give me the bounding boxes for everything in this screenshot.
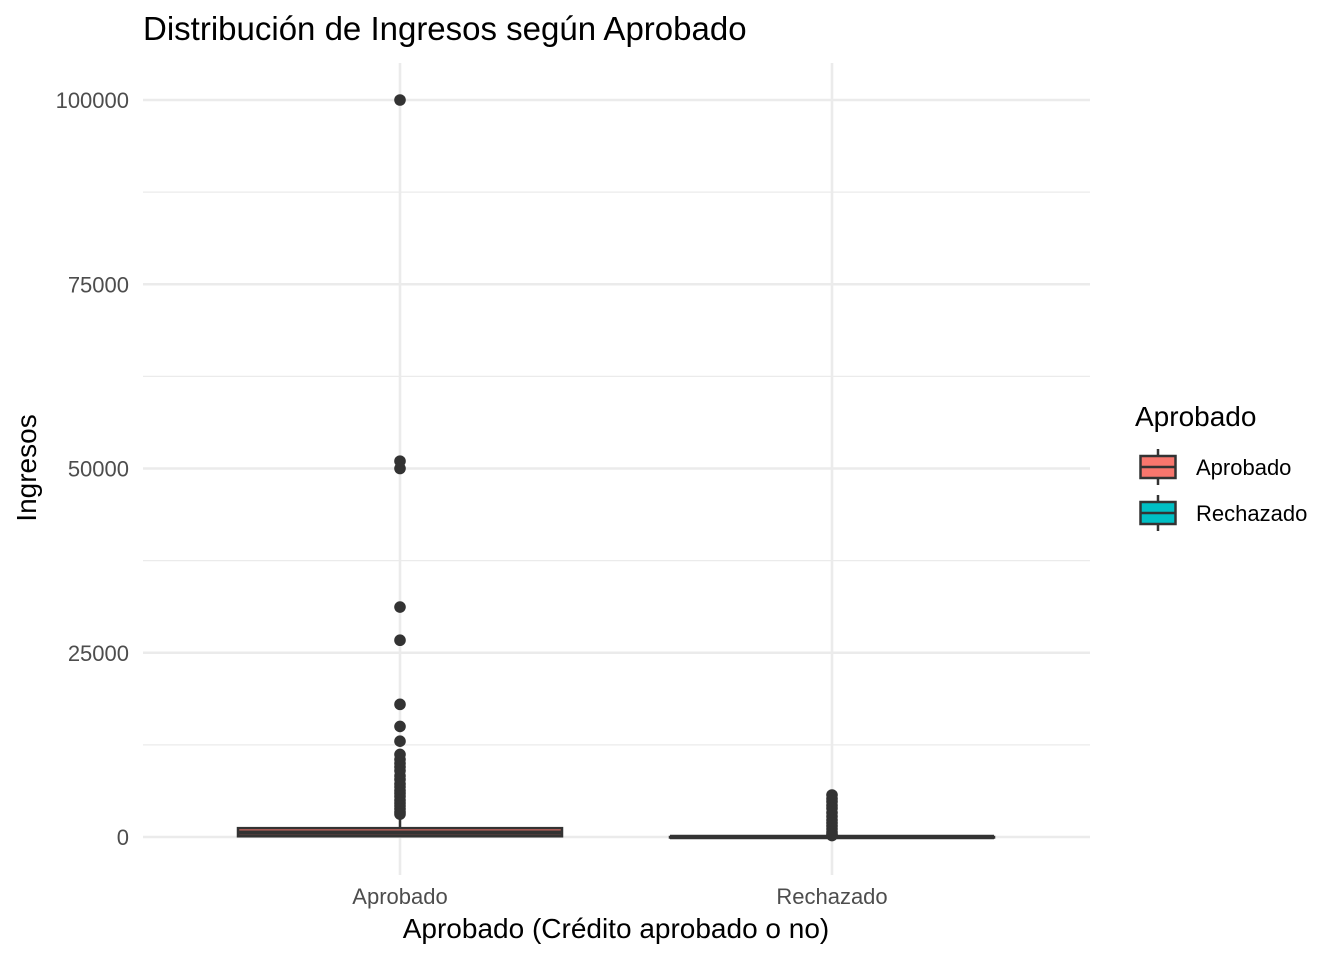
y-tick-label: 100000 <box>56 88 129 113</box>
legend-label: Rechazado <box>1196 501 1307 526</box>
y-axis-title: Ingresos <box>11 414 42 521</box>
y-tick-label: 50000 <box>68 457 129 482</box>
y-tick-label: 75000 <box>68 272 129 297</box>
outlier-point <box>394 634 406 647</box>
y-tick-label: 0 <box>117 825 129 850</box>
y-axis-ticks: 0 25000 50000 75000 100000 <box>56 88 129 850</box>
outlier-point <box>394 735 406 747</box>
outlier-point <box>394 462 406 475</box>
outlier-point <box>394 808 406 820</box>
outlier-point <box>826 829 838 842</box>
outlier-point <box>394 601 406 613</box>
x-tick-label: Aprobado <box>352 884 447 909</box>
boxes-layer <box>236 94 996 842</box>
legend-title: Aprobado <box>1135 401 1256 432</box>
x-axis-title: Aprobado (Crédito aprobado o no) <box>403 913 830 944</box>
y-tick-label: 25000 <box>68 641 129 666</box>
outlier-point <box>394 698 406 711</box>
outlier-point <box>394 94 406 106</box>
x-axis-ticks: Aprobado Rechazado <box>352 884 887 909</box>
grid-lines <box>143 63 1090 875</box>
x-tick-label: Rechazado <box>776 884 887 909</box>
legend-label: Aprobado <box>1196 455 1291 480</box>
outlier-point <box>394 720 406 733</box>
chart-title: Distribución de Ingresos según Aprobado <box>143 10 747 47</box>
legend: Aprobado Aprobado Rechazado <box>1135 401 1307 531</box>
